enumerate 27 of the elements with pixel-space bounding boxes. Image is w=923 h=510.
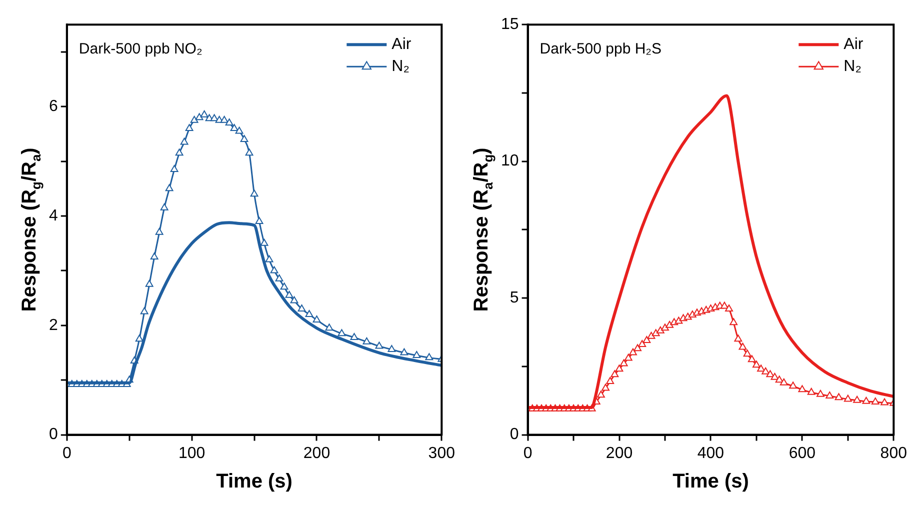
legend-label: N₂: [844, 58, 862, 76]
x-axis-title: Time (s): [216, 470, 292, 493]
y-tick-label: 0: [48, 426, 58, 444]
legend-label: Air: [844, 36, 864, 54]
y-tick-label: 5: [510, 289, 519, 306]
x-tick-label: 200: [606, 444, 633, 462]
x-tick-label: 400: [697, 444, 724, 462]
x-tick-label: 800: [880, 444, 908, 462]
annotation: Dark-500 ppb NO₂: [78, 40, 202, 58]
legend-label: N₂: [392, 58, 410, 76]
x-tick-label: 600: [788, 444, 816, 462]
y-tick-label: 6: [48, 98, 58, 116]
y-tick-label: 2: [48, 316, 58, 334]
y-axis-title: Response (Ra/Rg): [470, 148, 496, 312]
legend-label: Air: [392, 36, 412, 54]
y-tick-label: 10: [501, 152, 519, 170]
y-tick-label: 4: [48, 207, 58, 224]
y-axis-title: Response (Rg/Ra): [18, 148, 44, 312]
y-tick-label: 0: [510, 426, 519, 444]
annotation: Dark-500 ppb H₂S: [540, 40, 662, 58]
x-tick-label: 200: [303, 444, 330, 462]
y-tick-label: 15: [501, 16, 519, 34]
x-tick-label: 100: [178, 444, 206, 462]
x-tick-label: 300: [428, 444, 456, 462]
x-tick-label: 0: [523, 444, 532, 462]
x-tick-label: 0: [62, 444, 72, 462]
x-axis-title: Time (s): [672, 470, 749, 493]
